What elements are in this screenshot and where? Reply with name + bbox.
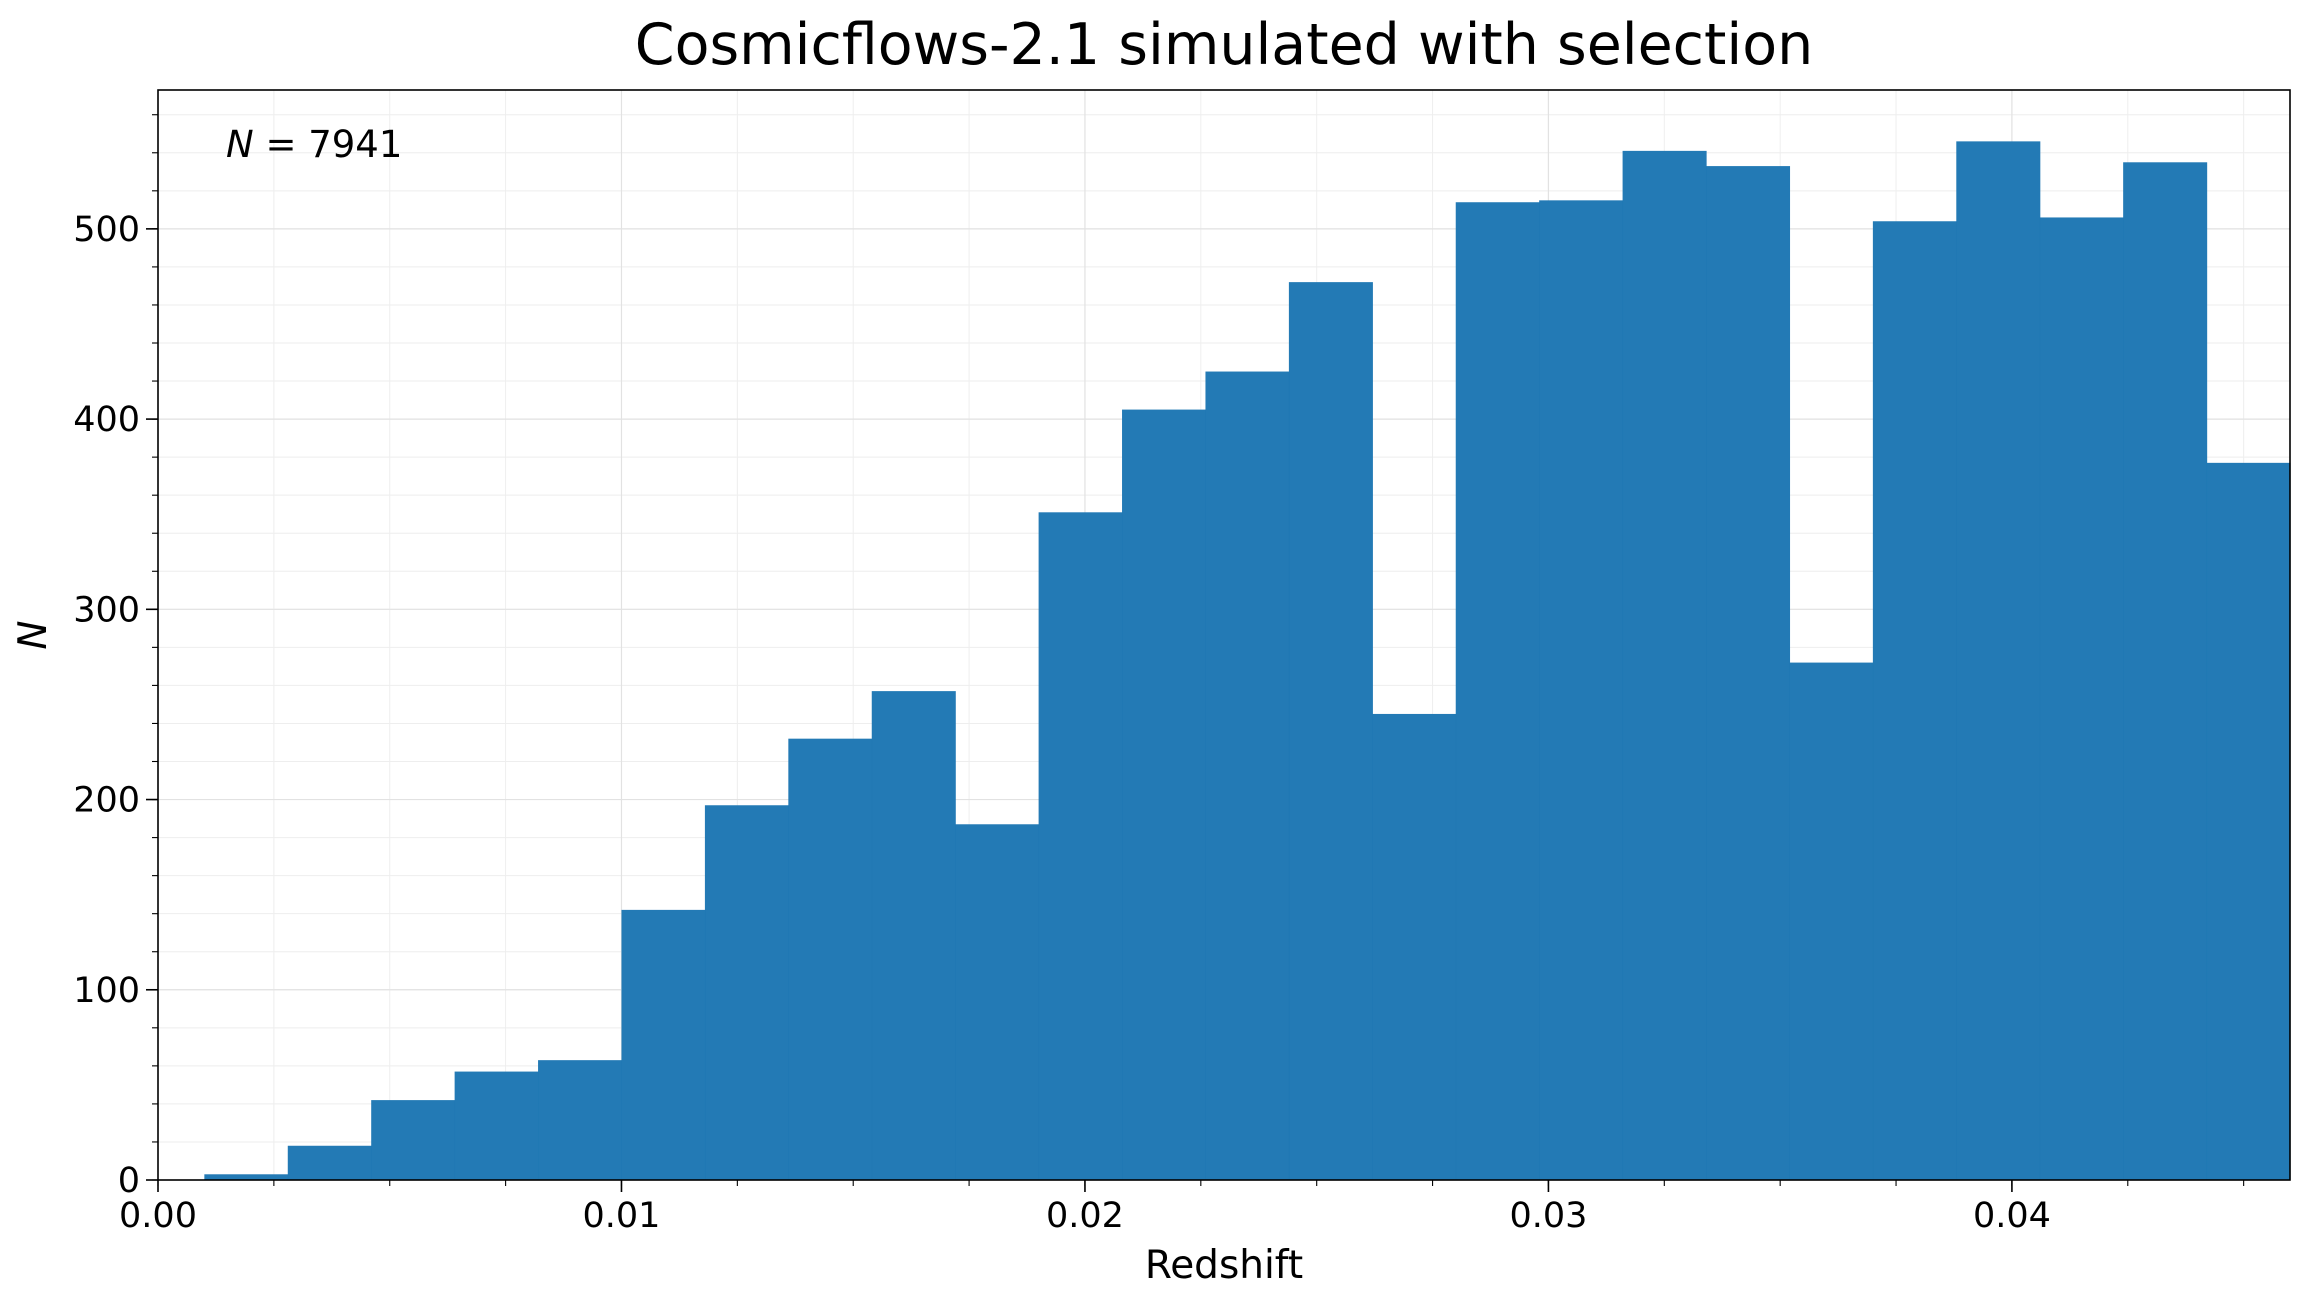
sample-size-annotation: N = 7941: [226, 123, 402, 166]
histogram-bar: [1205, 371, 1290, 1180]
histogram-bar: [371, 1100, 456, 1180]
histogram-bar: [1455, 202, 1540, 1180]
histogram-bar: [454, 1071, 539, 1180]
y-tick-label: 500: [73, 210, 140, 250]
x-tick-label: 0.03: [1509, 1196, 1587, 1236]
histogram-bar: [1539, 200, 1624, 1180]
histogram-bar: [955, 824, 1040, 1180]
x-tick-label: 0.01: [583, 1196, 661, 1236]
histogram-bar: [287, 1145, 372, 1180]
chart-title: Cosmicflows-2.1 simulated with selection: [635, 12, 1813, 78]
histogram-bar: [1038, 512, 1123, 1180]
y-axis-label: N: [11, 620, 56, 649]
histogram-bar: [2123, 162, 2208, 1181]
histogram-bar: [538, 1060, 623, 1180]
histogram-bar: [704, 805, 789, 1180]
y-tick-label: 400: [73, 400, 140, 440]
histogram-bar: [1288, 282, 1373, 1180]
histogram-bar: [1789, 662, 1874, 1180]
y-tick-label: 100: [73, 971, 140, 1011]
x-tick-label: 0.00: [119, 1196, 197, 1236]
x-tick-label: 0.04: [1973, 1196, 2051, 1236]
y-tick-label: 300: [73, 590, 140, 630]
plot-frame: [157, 89, 2291, 1181]
histogram-bars: [204, 141, 2291, 1181]
histogram-bar: [1372, 713, 1457, 1180]
y-tick-label: 0: [118, 1161, 140, 1201]
histogram-bar: [204, 1174, 289, 1180]
histogram-bar: [1956, 141, 2041, 1181]
annotation-symbol: N: [226, 123, 254, 166]
histogram-bar: [2206, 462, 2291, 1180]
histogram-bar: [788, 738, 873, 1180]
axis-ticks: 0.00 0.01 0.02 0.03 0.04 0 100 200 300 400 500: [73, 114, 2245, 1236]
histogram-bar: [1706, 166, 1791, 1180]
y-tick-label: 200: [73, 781, 140, 821]
annotation-value: = 7941: [254, 123, 403, 166]
histogram-bar: [1622, 150, 1707, 1181]
histogram-bar: [1122, 409, 1207, 1180]
histogram-bar: [871, 691, 956, 1180]
x-tick-label: 0.02: [1046, 1196, 1124, 1236]
histogram-bar: [2039, 217, 2124, 1180]
histogram-bar: [1872, 221, 1957, 1181]
histogram-bar: [621, 909, 706, 1180]
x-axis-label: Redshift: [1145, 1243, 1303, 1288]
